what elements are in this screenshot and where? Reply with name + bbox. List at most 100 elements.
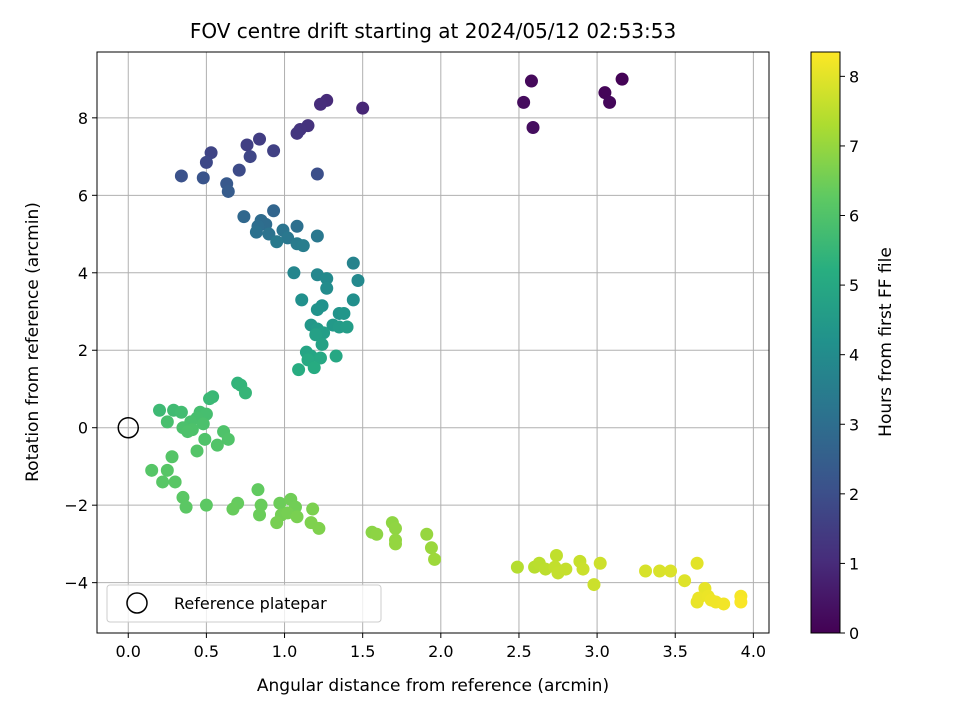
data-point [156,475,170,489]
data-point [420,527,434,541]
data-point [237,210,251,224]
data-point [653,564,667,578]
data-point [315,337,329,351]
data-point [196,171,210,185]
data-point [221,184,235,198]
data-point [329,349,343,363]
data-point [678,574,692,588]
data-point [576,562,590,576]
reference-marker-group [117,416,140,439]
colorbar-tick-label: 3 [849,415,859,434]
data-point [346,293,360,307]
data-point [388,521,402,535]
colorbar-tick-label: 0 [849,624,859,643]
data-point [251,483,265,497]
y-axis-label: Rotation from reference (arcmin) [23,202,43,482]
colorbar-tick-label: 5 [849,276,859,295]
data-point [253,132,267,146]
data-point [203,392,217,406]
data-point [226,502,240,516]
data-point [145,463,159,477]
data-point [273,496,287,510]
data-point [313,351,327,365]
data-point [424,541,438,555]
x-tick-label: 4.0 [741,642,766,661]
reference-platepar-marker [117,416,140,439]
colorbar-tick-label: 8 [849,67,859,86]
colorbar-tick-label: 4 [849,346,859,365]
data-point [593,556,607,570]
data-point [337,306,351,320]
data-point [351,274,365,288]
data-point [734,595,748,609]
colorbar-label: Hours from first FF file [876,247,896,437]
data-point [340,320,354,334]
data-point [290,510,304,524]
data-point [664,564,678,578]
data-point [232,163,246,177]
colorbar-ticks: 0 1 2 3 4 5 6 7 8 [840,67,859,643]
x-tick-label: 0.0 [116,642,141,661]
data-point [168,475,182,489]
x-tick-label: 1.5 [350,642,375,661]
data-point [160,463,174,477]
x-tick-label: 3.0 [584,642,609,661]
data-point [281,231,295,245]
data-point [240,138,254,152]
data-point [174,405,188,419]
data-point [287,266,301,280]
x-tick-label: 3.5 [663,642,688,661]
data-point [179,500,193,514]
y-axis-ticks: −4 −2 0 2 4 6 8 [64,109,97,593]
data-point [320,272,334,286]
legend-open-circle-marker [126,592,148,614]
data-point [181,425,195,439]
x-tick-label: 0.5 [194,642,219,661]
data-point [639,564,653,578]
data-point [310,229,324,243]
data-point [524,74,538,88]
data-point [517,95,531,109]
data-point [174,169,188,183]
data-point [221,432,235,446]
colorbar-tick-label: 1 [849,554,859,573]
data-point [510,560,524,574]
data-point [310,303,324,317]
grid-lines [97,52,769,633]
y-tick-label: −4 [64,574,88,593]
data-point [309,328,323,342]
data-point [243,150,257,164]
data-point [587,578,601,592]
data-point [717,597,731,611]
colorbar [810,51,841,634]
colorbar-tick-label: 2 [849,485,859,504]
data-point [199,498,213,512]
y-tick-label: 8 [78,109,88,128]
y-tick-label: 2 [78,341,88,360]
data-point [307,361,321,375]
data-point [690,556,704,570]
data-point [249,225,263,239]
x-tick-label: 2.0 [428,642,453,661]
data-point [153,403,167,417]
colorbar-tick-label: 6 [849,207,859,226]
data-point [198,432,212,446]
data-point [598,86,612,100]
data-point [388,537,402,551]
data-point [313,97,327,111]
data-point [290,219,304,233]
legend-label-reference: Reference platepar [174,594,327,613]
plot-frame [96,51,770,634]
data-point [306,502,320,516]
data-point [290,126,304,140]
y-tick-label: 4 [78,264,88,283]
data-point [295,293,309,307]
data-point [320,281,334,295]
data-point [559,562,573,576]
data-point [615,72,629,86]
data-point [270,235,284,249]
data-point [270,516,284,530]
data-point [196,417,210,431]
data-point [165,450,179,464]
